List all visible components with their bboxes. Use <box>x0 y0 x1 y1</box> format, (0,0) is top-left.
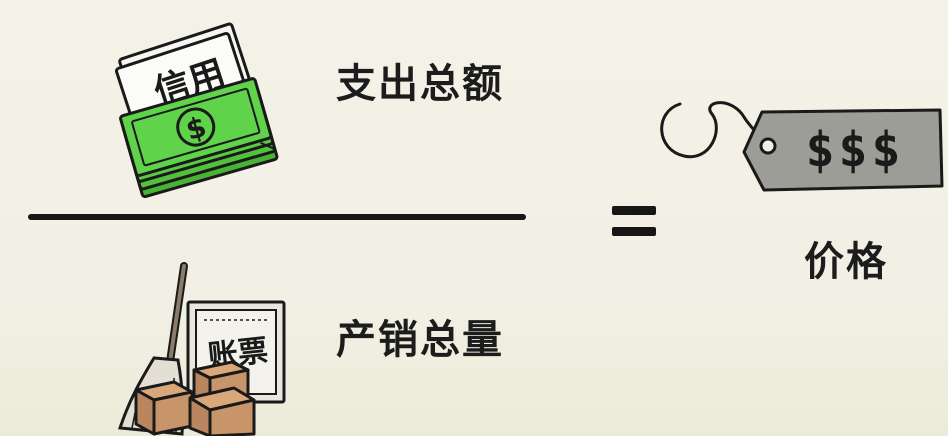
inventory-icon: 账票 <box>117 262 286 436</box>
fraction-bar <box>28 214 526 220</box>
equals-sign <box>612 206 656 240</box>
equals-bottom-bar <box>612 227 656 236</box>
money-stack-icon: 信用 $ <box>115 22 279 199</box>
price-tag-text: $$$ <box>806 122 905 178</box>
numerator-label: 支出总额 <box>336 61 504 107</box>
equals-top-bar <box>612 206 656 215</box>
denominator-label: 产销总量 <box>336 317 504 363</box>
price-tag-icon: $$$ <box>660 101 944 192</box>
result-label: 价格 <box>804 239 888 285</box>
